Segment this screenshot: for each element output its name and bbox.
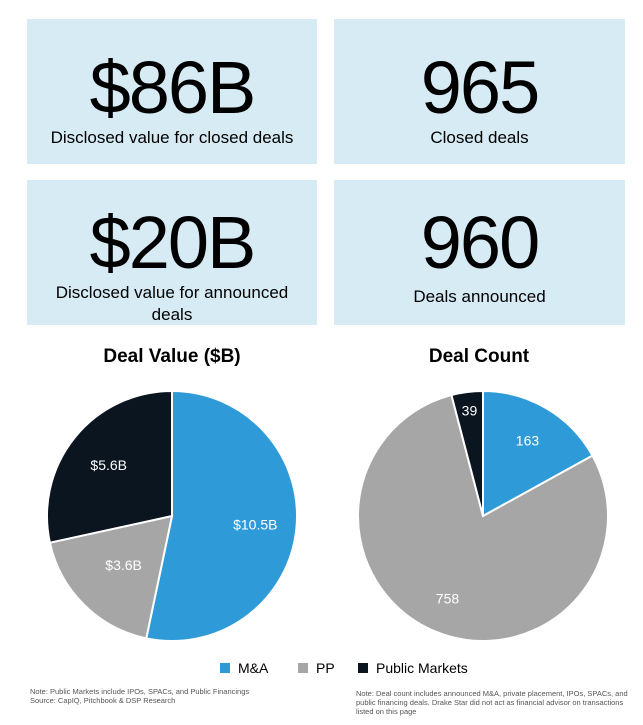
kpi-caption: Deals announced [413, 287, 546, 306]
footnote-right: Note: Deal count includes announced M&A,… [356, 689, 628, 716]
legend-label: PP [316, 660, 335, 676]
legend-item-pp: PP [298, 660, 335, 676]
legend-label: M&A [238, 660, 269, 676]
legend-swatch [220, 663, 230, 673]
legend-item-public-markets: Public Markets [358, 660, 468, 676]
data-label-pp: $3.6B [105, 557, 142, 573]
data-label-public-markets: 39 [462, 403, 478, 419]
pie-slice-pp [48, 514, 174, 640]
data-label-public-markets: $5.6B [90, 457, 127, 473]
kpi-card-announced-value: $20B Disclosed value for announced deals [27, 180, 317, 325]
pie-slice-ma [145, 389, 298, 642]
pie-slice-ma [482, 389, 594, 518]
kpi-value: 965 [420, 46, 540, 129]
kpi-value: $20B [89, 201, 257, 284]
data-label-ma: $10.5B [233, 517, 277, 533]
chart-title-deal-value: Deal Value ($B) [103, 346, 241, 367]
kpi-caption: Closed deals [430, 128, 529, 147]
legend-swatch [358, 663, 368, 673]
data-label-ma: 163 [516, 433, 540, 449]
kpi-value: 960 [420, 201, 540, 284]
pie-slice-public-markets [46, 389, 173, 544]
legend-label: Public Markets [376, 660, 468, 676]
pie-slice-public-markets [450, 389, 484, 517]
pie-charts: $10.5B $3.6B $5.6B 163 758 39 [46, 389, 609, 642]
legend-item-ma: M&A [220, 660, 268, 676]
data-label-pp: 758 [436, 591, 460, 607]
kpi-card-closed-deals: 965 Closed deals [334, 19, 625, 164]
chart-title-deal-count: Deal Count [428, 346, 530, 367]
kpi-value: $86B [89, 46, 257, 129]
legend: M&A PP Public Markets [0, 660, 643, 680]
kpi-card-announced-deals: 960 Deals announced [334, 180, 625, 325]
legend-swatch [298, 663, 308, 673]
kpi-card-closed-value: $86B Disclosed value for closed deals [27, 19, 317, 164]
pie-slice-pp [357, 393, 609, 642]
kpi-caption: Disclosed value for closed deals [50, 128, 294, 147]
footnote-left: Note: Public Markets include IPOs, SPACs… [30, 687, 250, 705]
kpi-caption: Disclosed value for announced deals [55, 283, 289, 324]
